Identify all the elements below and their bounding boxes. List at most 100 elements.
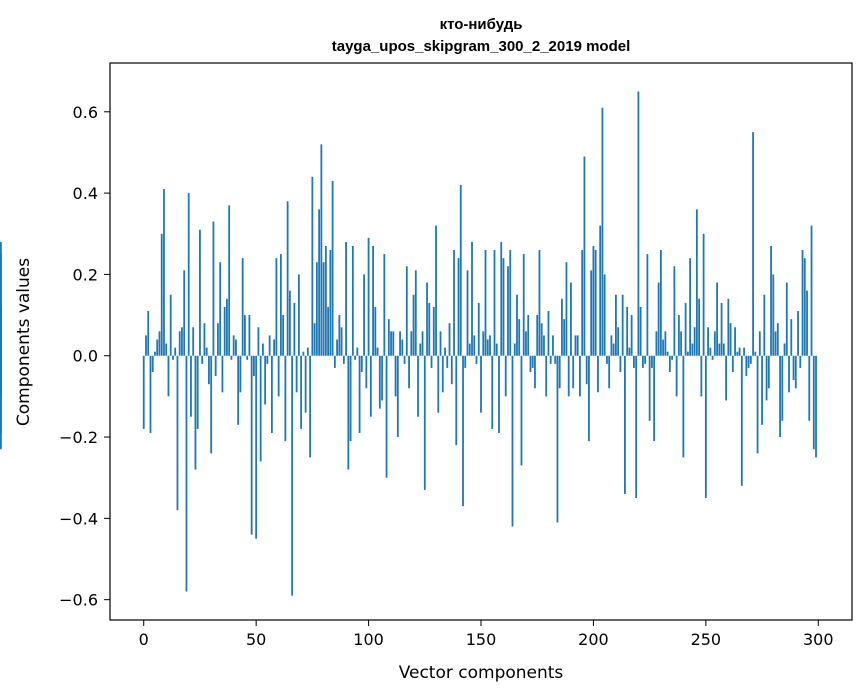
bar: [808, 355, 811, 421]
bar: [181, 327, 183, 356]
bar: [327, 306, 329, 356]
bar: [342, 355, 345, 364]
bar: [713, 331, 716, 356]
bar: [498, 355, 500, 433]
bar: [648, 355, 651, 421]
bar: [432, 306, 435, 356]
bar: [522, 254, 525, 356]
bar: [196, 355, 199, 429]
bar: [291, 355, 294, 596]
bar: [812, 355, 815, 450]
bar: [691, 343, 694, 356]
bar: [302, 351, 305, 356]
bar: [761, 355, 763, 425]
bar: [192, 327, 195, 356]
bar: [790, 319, 793, 356]
bar: [758, 331, 761, 356]
bar: [462, 355, 464, 507]
bar: [540, 323, 543, 356]
bar: [324, 245, 327, 356]
bar: [662, 339, 665, 356]
bar: [628, 347, 631, 356]
bar: [597, 355, 599, 393]
bar: [435, 225, 437, 356]
bar: [369, 355, 372, 417]
bar: [358, 355, 361, 433]
bar: [338, 315, 341, 356]
bar: [214, 355, 217, 377]
bar: [493, 250, 496, 356]
bar: [673, 266, 676, 356]
bar: [484, 250, 487, 356]
bar: [603, 274, 606, 356]
bar: [711, 355, 714, 360]
bar: [250, 355, 253, 535]
bar: [641, 355, 644, 368]
bar: [675, 355, 678, 397]
bar: [399, 331, 401, 356]
bar: [363, 274, 365, 356]
bar: [727, 298, 730, 356]
bar: [581, 250, 584, 356]
bar: [797, 311, 799, 356]
bar-series: [0, 91, 817, 596]
bar: [612, 343, 615, 356]
bar: [210, 355, 213, 454]
bar: [453, 250, 455, 356]
bar: [702, 233, 705, 356]
bar: [178, 331, 181, 356]
bar: [405, 266, 408, 356]
bar: [657, 282, 660, 356]
bar: [556, 355, 559, 523]
bar: [574, 335, 577, 356]
x-tick-label: 150: [466, 630, 497, 649]
bar: [333, 355, 336, 368]
bar: [154, 351, 156, 356]
bar: [315, 262, 318, 356]
bar: [650, 355, 653, 368]
bar: [480, 355, 482, 413]
bar: [644, 355, 647, 364]
bar: [185, 355, 188, 592]
bar: [253, 355, 255, 377]
bar: [718, 343, 721, 356]
bar: [740, 355, 743, 486]
bar: [617, 327, 620, 356]
bar: [725, 355, 727, 401]
y-axis: −0.6 −0.4 −0.2 0.0 0.2 0.4 0.6: [59, 103, 110, 610]
bar: [286, 201, 289, 356]
bar: [489, 335, 491, 356]
bar: [264, 355, 267, 405]
bar: [466, 270, 469, 356]
bar: [412, 294, 415, 356]
bar: [257, 327, 260, 356]
bar: [279, 254, 282, 356]
bar: [259, 355, 262, 462]
bar: [745, 355, 748, 377]
bar: [659, 250, 662, 356]
bar: [147, 311, 150, 356]
bar: [0, 306, 2, 356]
y-tick-label: 0.6: [73, 103, 98, 122]
y-tick-label: 0.0: [73, 347, 98, 366]
bar: [736, 351, 739, 356]
y-tick-label: −0.2: [59, 428, 98, 447]
bar: [534, 355, 536, 389]
bar: [270, 355, 273, 433]
bar: [199, 229, 201, 356]
bar: [230, 355, 233, 360]
bar: [747, 355, 750, 368]
bar: [396, 355, 399, 438]
bar: [288, 290, 291, 356]
bar: [520, 355, 523, 466]
bar: [668, 355, 671, 372]
bar: [336, 339, 338, 356]
bar: [426, 282, 428, 356]
bar: [792, 355, 795, 381]
bar: [610, 335, 613, 356]
bar: [601, 107, 604, 356]
bar: [594, 250, 597, 356]
bar: [799, 355, 802, 368]
bar: [232, 335, 235, 356]
bar: [320, 144, 323, 356]
